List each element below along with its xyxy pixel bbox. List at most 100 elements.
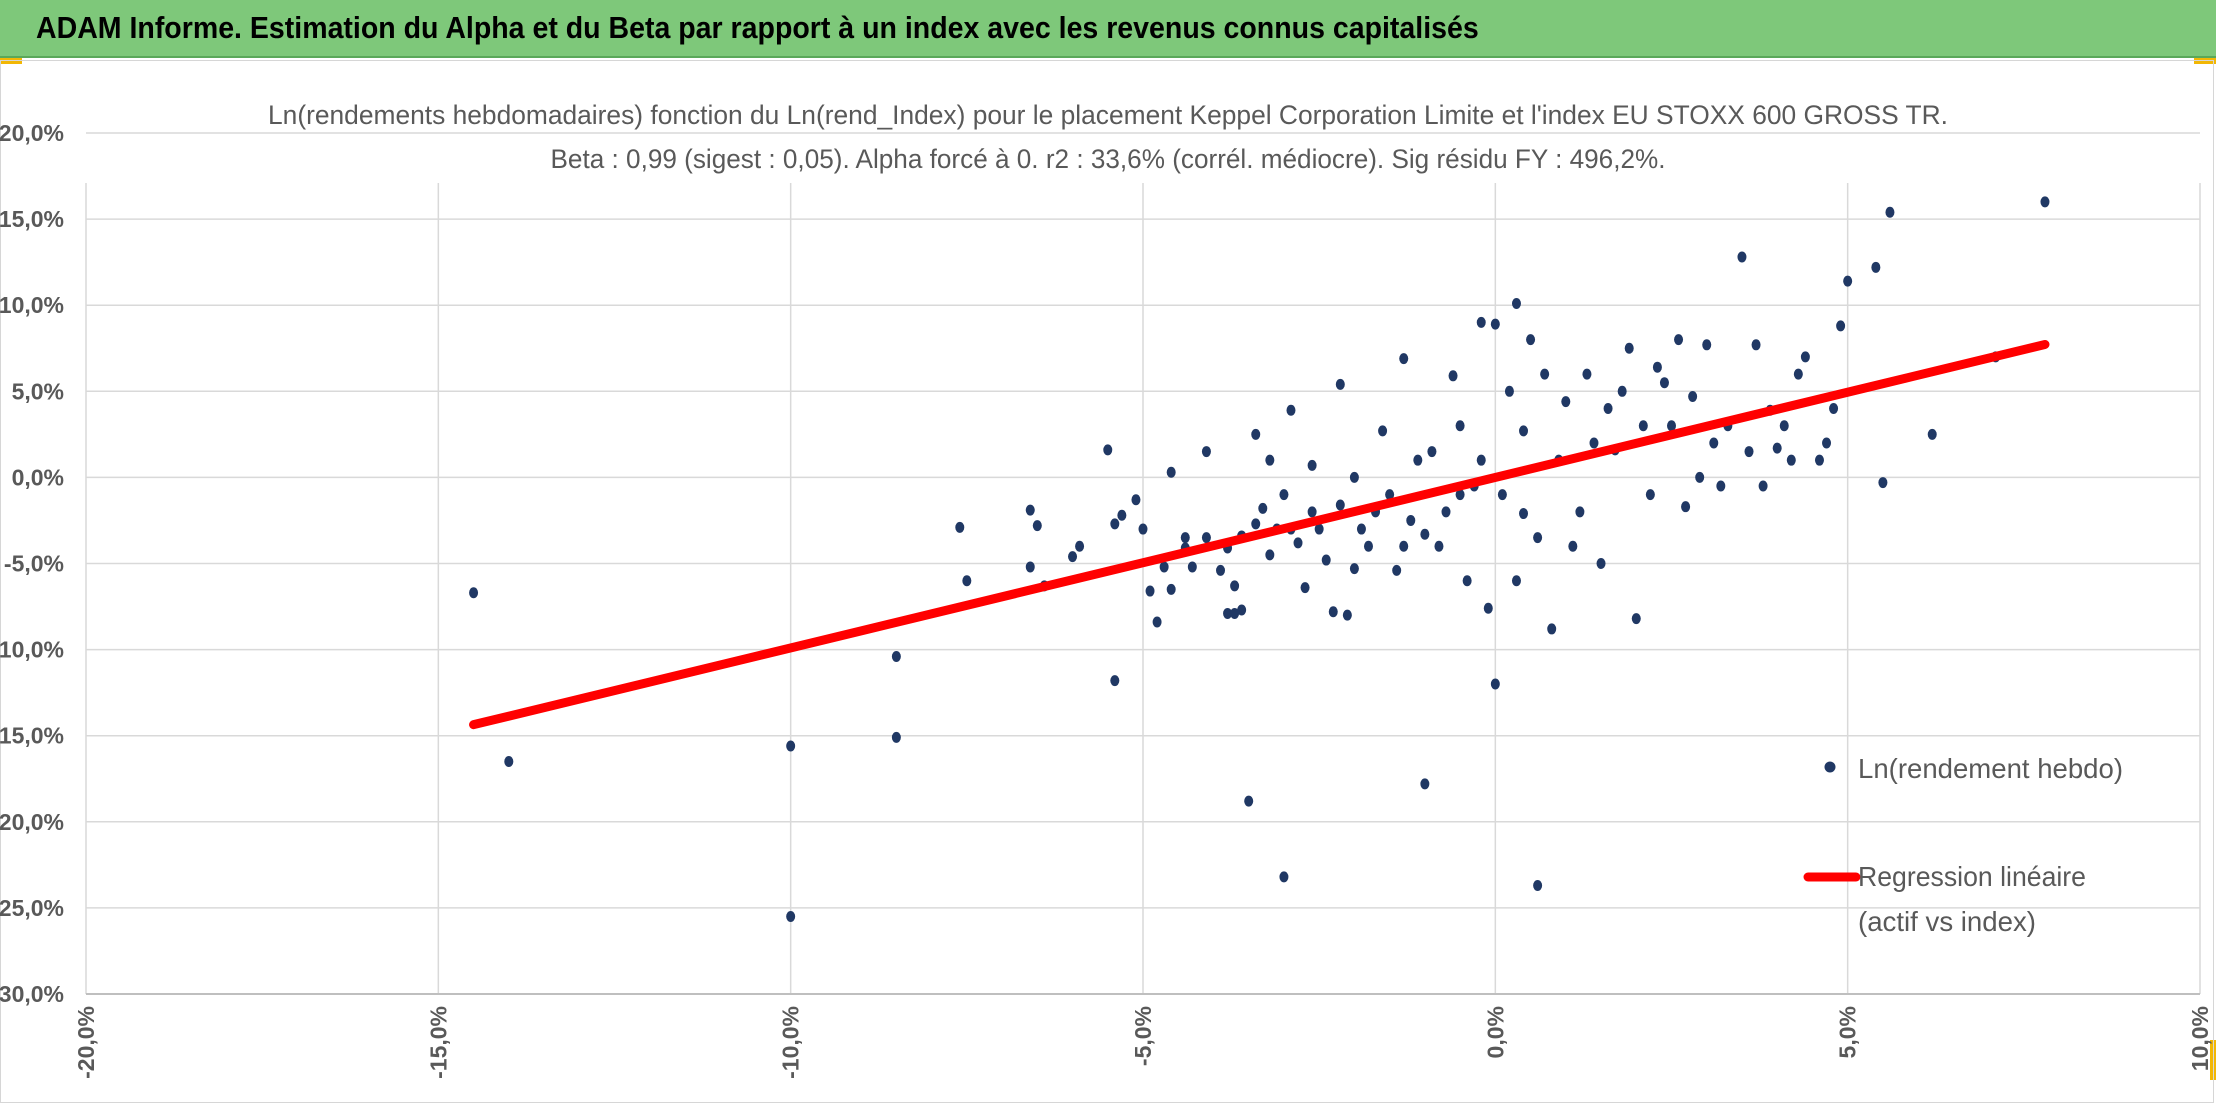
data-point [1110,518,1120,530]
chart-title-line1: Ln(rendements hebdomadaires) fonction du… [268,100,1948,130]
data-point [1511,297,1521,309]
data-point [1180,532,1190,544]
data-point [1166,466,1176,478]
data-point [1075,540,1085,552]
y-tick-label: -25,0% [0,895,64,921]
x-tick-label: -20,0% [73,1006,99,1079]
data-point [1533,532,1543,544]
data-point [1836,320,1846,332]
data-point [1695,471,1705,483]
data-point [1476,454,1486,466]
data-point [1490,678,1500,690]
data-point [1716,480,1726,492]
data-point [1772,442,1782,454]
y-tick-label: -30,0% [0,981,64,1007]
y-tick-label: -5,0% [4,551,64,577]
data-point [1462,575,1472,587]
data-point [1829,403,1839,415]
data-point [1399,353,1409,365]
data-point [1490,318,1500,330]
data-point [1779,420,1789,432]
data-point [1131,494,1141,506]
data-point [1688,390,1698,402]
data-point [1145,585,1155,597]
data-point [1674,334,1684,346]
data-point [1279,871,1289,883]
x-tick-label: 5,0% [1835,1006,1861,1058]
data-point [504,756,514,768]
data-point [1596,558,1606,569]
data-point [1216,564,1226,576]
data-point [1786,454,1796,466]
data-point [1363,540,1373,552]
data-point [1652,361,1662,373]
x-tick-label: 10,0% [2187,1006,2213,1071]
data-point [1667,420,1676,432]
y-tick-label: 0,0% [12,464,64,490]
data-point [1519,508,1529,520]
scatter-series [469,196,2050,923]
data-point [1455,489,1465,501]
data-point [1568,540,1578,552]
x-tick-label: -5,0% [1130,1006,1156,1066]
data-point [1434,540,1444,552]
data-point [1251,428,1261,440]
legend-marker-scatter [1824,761,1836,773]
data-point [1702,339,1712,351]
data-point [1335,378,1345,390]
data-point [1645,489,1655,501]
data-point [1448,370,1458,382]
header-bar: ADAM Informe. Estimation du Alpha et du … [0,0,2216,58]
data-point [1709,437,1719,449]
data-point [1166,583,1176,595]
data-point [1758,480,1768,492]
data-point [1293,537,1303,549]
data-point [1441,506,1451,518]
data-point [1800,351,1810,363]
data-point [1286,404,1296,416]
data-point [1681,501,1691,513]
data-point [1244,795,1254,807]
data-point [1265,454,1275,466]
y-tick-label: 20,0% [0,120,64,146]
corner-accent-top-left [0,58,22,64]
x-tick-label: -15,0% [425,1006,451,1079]
regression-line [469,339,2050,730]
data-point [1589,437,1599,449]
data-point [1349,563,1359,575]
data-point [1737,251,1747,263]
data-point [1744,446,1754,458]
data-point [1385,489,1395,501]
y-tick-label: -10,0% [0,637,64,663]
data-point [1561,396,1571,408]
data-point [1504,385,1514,397]
data-point [1814,454,1824,466]
data-point [1110,675,1120,687]
data-point [1025,561,1035,573]
data-point [1843,275,1853,287]
data-point [786,911,796,923]
data-point [1314,523,1324,535]
data-point [1392,564,1402,576]
data-point [1533,880,1543,892]
data-point [1321,554,1331,566]
data-point [1631,613,1641,625]
data-point [1230,607,1240,619]
data-point [1328,606,1338,618]
data-point [1307,459,1317,471]
data-point [1300,582,1310,594]
data-point [1117,509,1127,521]
data-point [1159,561,1169,573]
y-tick-label: -20,0% [0,809,64,835]
data-point [1230,580,1240,592]
data-point [1201,446,1211,458]
legend-label-regression-line1: Regression linéaire [1858,861,2086,892]
data-point [1356,523,1366,535]
x-tick-label: 0,0% [1482,1006,1508,1058]
data-point [1152,616,1162,628]
data-point [1237,604,1247,616]
data-point [1822,437,1832,449]
data-point [1138,523,1148,535]
data-point [1540,368,1550,380]
